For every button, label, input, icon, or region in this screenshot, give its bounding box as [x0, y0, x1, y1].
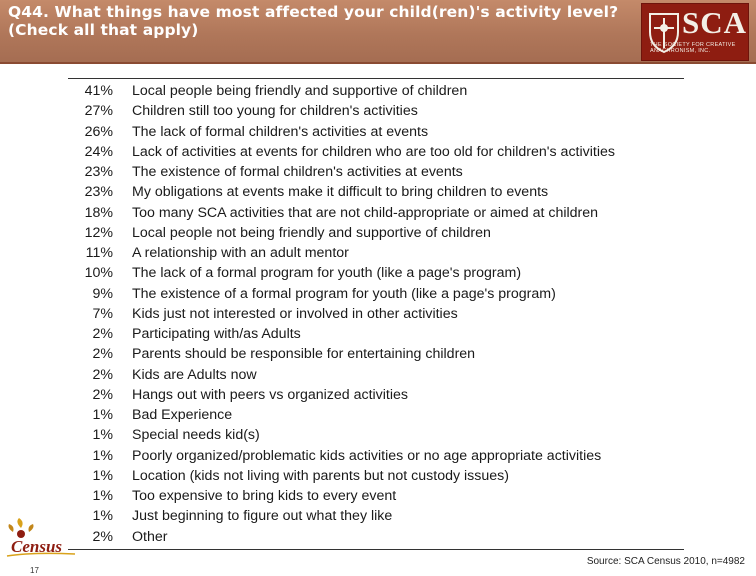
response-label: Other	[132, 528, 168, 545]
response-label: Hangs out with peers vs organized activi…	[132, 386, 409, 403]
percentage-value: 1%	[92, 427, 113, 444]
response-label: The lack of a formal program for youth (…	[132, 265, 522, 282]
percentage-value: 2%	[92, 386, 113, 403]
percentage-value: 18%	[84, 204, 113, 221]
percentage-value: 9%	[92, 285, 113, 302]
table-row: 23% My obligations at events make it diff…	[68, 182, 684, 202]
response-table: 41% Local people being friendly and suppo…	[68, 78, 684, 550]
table-row: 1% Special needs kid(s)	[68, 425, 684, 445]
table-row: 2% Participating with/as Adults	[68, 324, 684, 344]
percentage-value: 1%	[92, 467, 113, 484]
census-logo-text: Census	[11, 537, 62, 556]
percentage-value: 41%	[84, 83, 113, 100]
table-row: 1% Too expensive to bring kids to every e…	[68, 486, 684, 506]
title-line-2: (Check all that apply)	[8, 21, 199, 39]
percentage-value: 2%	[92, 366, 113, 383]
percentage-value: 23%	[84, 164, 113, 181]
response-label: Local people not being friendly and supp…	[132, 224, 491, 241]
table-row: 1% Just beginning to figure out what they…	[68, 506, 684, 526]
percentage-value: 2%	[92, 346, 113, 363]
percentage-value: 1%	[92, 447, 113, 464]
response-label: My obligations at events make it difficu…	[132, 184, 549, 201]
table-row: 27% Children still too young for children…	[68, 101, 684, 121]
table-row: 24% Lack of activities at events for chil…	[68, 142, 684, 162]
percentage-value: 24%	[84, 143, 113, 160]
response-label: Kids just not interested or involved in …	[132, 305, 458, 322]
response-label: Local people being friendly and supporti…	[132, 83, 468, 100]
percentage-value: 1%	[92, 407, 113, 424]
table-row: 2% Parents should be responsible for ente…	[68, 344, 684, 364]
slide-title: Q44. What things have most affected your…	[8, 3, 638, 39]
table-row: 12% Local people not being friendly and s…	[68, 223, 684, 243]
percentage-value: 10%	[84, 265, 113, 282]
response-label: Bad Experience	[132, 407, 233, 424]
response-label: The lack of formal children's activities…	[132, 123, 429, 140]
table-row: 26% The lack of formal children's activit…	[68, 122, 684, 142]
response-label: Too expensive to bring kids to every eve…	[132, 488, 397, 505]
percentage-value: 26%	[84, 123, 113, 140]
percentage-value: 2%	[92, 326, 113, 343]
percentage-value: 1%	[92, 508, 113, 525]
table-row: 1% Bad Experience	[68, 405, 684, 425]
percentage-value: 7%	[92, 305, 113, 322]
source-note: Source: SCA Census 2010, n=4982	[586, 556, 745, 567]
census-logo-icon: Census	[6, 518, 76, 557]
percentage-value: 12%	[84, 224, 113, 241]
response-label: Lack of activities at events for childre…	[132, 143, 615, 160]
table-row: 2% Hangs out with peers vs organized acti…	[68, 385, 684, 405]
sca-logo: SCA THE SOCIETY FOR CREATIVE ANACHRONISM…	[641, 3, 749, 61]
response-label: The existence of a formal program for yo…	[132, 285, 556, 302]
response-label: The existence of formal children's activ…	[132, 164, 463, 181]
response-label: Parents should be responsible for entert…	[132, 346, 476, 363]
sca-logo-text: SCA	[682, 5, 748, 40]
sca-logo-subtitle: THE SOCIETY FOR CREATIVE ANACHRONISM, IN…	[650, 42, 736, 54]
table-row: 41% Local people being friendly and suppo…	[68, 81, 684, 101]
response-label: Poorly organized/problematic kids activi…	[132, 447, 602, 464]
page-number: 17	[30, 566, 39, 575]
table-row: 2% Other	[68, 527, 684, 547]
response-label: A relationship with an adult mentor	[132, 245, 349, 262]
slide-header: Q44. What things have most affected your…	[0, 0, 756, 64]
table-row: 10% The lack of a formal program for yout…	[68, 263, 684, 283]
response-label: Too many SCA activities that are not chi…	[132, 204, 599, 221]
table-row: 11% A relationship with an adult mentor	[68, 243, 684, 263]
table-row: 2% Kids are Adults now	[68, 365, 684, 385]
table-row: 7% Kids just not interested or involved i…	[68, 304, 684, 324]
table-row: 23% The existence of formal children's ac…	[68, 162, 684, 182]
table-row: 18% Too many SCA activities that are not …	[68, 203, 684, 223]
response-label: Participating with/as Adults	[132, 326, 301, 343]
percentage-value: 2%	[92, 528, 113, 545]
table-row: 1% Location (kids not living with parents…	[68, 466, 684, 486]
sca-crest-icon	[649, 13, 679, 54]
response-label: Special needs kid(s)	[132, 427, 260, 444]
percentage-value: 23%	[84, 184, 113, 201]
response-label: Just beginning to figure out what they l…	[132, 508, 393, 525]
percentage-value: 1%	[92, 488, 113, 505]
percentage-value: 11%	[85, 245, 113, 262]
table-row: 9% The existence of a formal program for …	[68, 284, 684, 304]
percentage-value: 27%	[84, 103, 113, 120]
response-label: Location (kids not living with parents b…	[132, 467, 509, 484]
response-label: Kids are Adults now	[132, 366, 257, 383]
title-line-1: Q44. What things have most affected your…	[8, 3, 619, 21]
table-row: 1% Poorly organized/problematic kids acti…	[68, 446, 684, 466]
response-label: Children still too young for children's …	[132, 103, 418, 120]
